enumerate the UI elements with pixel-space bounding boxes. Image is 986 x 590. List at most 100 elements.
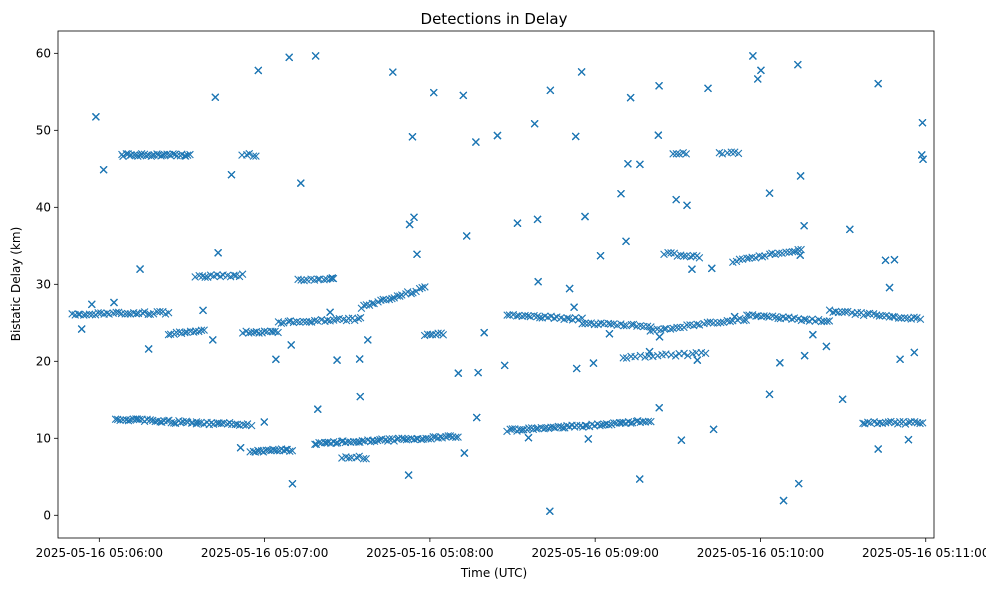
data-point <box>356 313 365 322</box>
data-point <box>326 274 335 283</box>
data-points <box>68 52 927 516</box>
data-point <box>534 277 542 286</box>
data-point <box>493 131 502 140</box>
data-point <box>77 325 86 333</box>
data-point <box>581 421 590 430</box>
data-point <box>163 417 172 425</box>
data-point <box>326 308 334 317</box>
data-point <box>395 292 404 300</box>
data-point <box>297 276 305 284</box>
x-tick-label: 2025-05-16 05:10:00 <box>697 546 824 560</box>
data-point <box>546 507 554 516</box>
data-point <box>800 315 809 324</box>
data-point <box>169 150 177 158</box>
data-point <box>157 418 166 426</box>
data-point <box>277 319 286 327</box>
data-point <box>626 419 635 427</box>
data-point <box>442 433 450 441</box>
data-point <box>238 270 247 278</box>
data-point <box>749 52 757 60</box>
data-point <box>680 252 688 260</box>
data-point <box>417 435 426 444</box>
data-point <box>169 419 178 427</box>
data-point <box>233 420 242 429</box>
data-point <box>689 251 698 260</box>
data-point <box>350 316 359 325</box>
data-point <box>186 150 194 159</box>
data-point <box>693 356 702 364</box>
data-point <box>282 445 290 454</box>
data-point <box>563 314 572 322</box>
data-point <box>796 172 805 180</box>
data-point <box>209 336 217 344</box>
data-point <box>671 352 680 360</box>
data-point <box>153 417 162 425</box>
data-point <box>605 330 614 338</box>
data-point <box>434 329 442 338</box>
y-tick-label: 40 <box>36 200 51 214</box>
data-point <box>655 333 664 341</box>
data-point <box>617 189 625 198</box>
data-point <box>688 265 696 273</box>
data-point <box>765 189 774 197</box>
data-point <box>362 301 371 309</box>
data-point <box>890 313 899 321</box>
data-point <box>135 415 144 424</box>
data-point <box>918 118 927 127</box>
data-point <box>134 152 142 160</box>
data-point <box>884 418 893 426</box>
data-point <box>111 415 120 424</box>
data-point <box>328 274 337 282</box>
data-point <box>300 276 308 285</box>
data-point <box>368 299 377 308</box>
data-point <box>530 119 539 128</box>
data-point <box>693 320 701 329</box>
data-point <box>454 433 462 441</box>
data-point <box>863 418 872 427</box>
data-point <box>273 446 281 455</box>
data-point <box>462 232 471 240</box>
data-point <box>704 84 712 93</box>
x-tick-label: 2025-05-16 05:06:00 <box>36 546 163 560</box>
data-point <box>286 447 294 456</box>
data-point <box>843 307 852 316</box>
data-point <box>415 284 424 293</box>
data-point <box>774 249 783 258</box>
data-point <box>116 416 124 425</box>
data-point <box>140 308 149 316</box>
data-point <box>841 307 849 316</box>
data-point <box>916 419 924 428</box>
data-point <box>701 349 710 358</box>
data-point <box>413 250 421 259</box>
data-point <box>620 321 628 330</box>
data-point <box>590 320 599 329</box>
data-point <box>664 248 672 257</box>
data-point <box>260 327 269 336</box>
data-point <box>680 349 688 358</box>
data-point <box>723 316 732 325</box>
data-point <box>525 424 533 432</box>
data-point <box>285 53 293 62</box>
data-point <box>254 66 263 75</box>
data-point <box>655 82 663 90</box>
data-point <box>472 413 481 422</box>
data-point <box>94 308 102 317</box>
data-point <box>272 355 280 364</box>
data-point <box>546 86 555 95</box>
data-point <box>370 437 379 445</box>
x-tick-label: 2025-05-16 05:08:00 <box>366 546 493 560</box>
data-point <box>181 328 189 337</box>
data-point <box>684 351 692 360</box>
data-point <box>822 342 831 351</box>
data-point <box>217 419 226 428</box>
data-point <box>677 436 686 444</box>
data-point <box>524 312 532 320</box>
data-point <box>686 252 695 261</box>
data-point <box>508 425 517 433</box>
data-point <box>628 418 637 427</box>
y-tick-label: 30 <box>36 277 51 291</box>
data-point <box>200 326 208 334</box>
data-point <box>424 434 433 443</box>
data-point <box>444 432 453 440</box>
